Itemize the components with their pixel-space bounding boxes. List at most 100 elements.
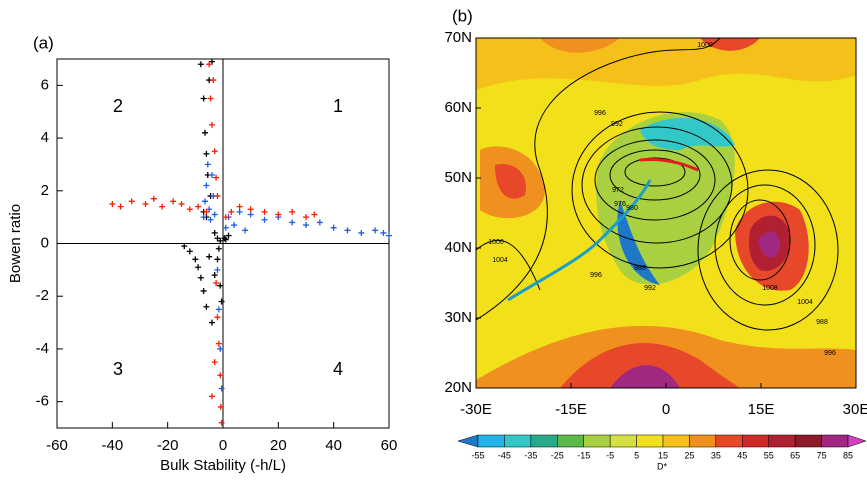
point [218,419,225,426]
point [200,287,207,294]
colorbar-tick-label: 85 [843,450,853,460]
point [386,232,392,239]
point [197,274,204,281]
x-tick-label: 40 [325,437,342,454]
x-tick-label: 30E [843,401,867,418]
point [203,208,210,215]
y-tick-label: -4 [36,340,49,357]
point [228,208,235,215]
colorbar-segment [636,434,664,448]
contour-label: 996 [594,110,606,117]
point [208,393,215,400]
point [218,385,225,392]
contour-label: 1008 [762,285,778,292]
point [311,211,318,218]
point [178,200,185,207]
point [344,227,351,234]
colorbar-segment [609,434,637,448]
point [247,211,254,218]
contour-label: 988 [816,319,828,326]
x-tick-label: -15E [555,401,587,418]
contour-label: 1000 [697,42,713,49]
point [215,340,222,347]
map-field [476,38,856,388]
x-tick-label: 60 [381,437,398,454]
point [195,264,202,271]
colorbar-tick-label: 65 [790,450,800,460]
point [247,206,254,213]
point [186,206,193,213]
point [142,200,149,207]
y-tick-label: -2 [36,287,49,304]
colorbar-segment [794,434,822,448]
point [261,216,268,223]
quadrant-label: 2 [113,96,123,116]
point [211,272,218,279]
contour-label: 1000 [488,239,504,246]
point [303,222,309,229]
colorbar-segment [477,434,505,448]
colorbar-segment [715,434,743,448]
x-axis-label: Bulk Stability (-h/L) [160,457,286,474]
point [236,203,243,210]
point [203,182,210,189]
colorbar-tick-label: 5 [634,450,639,460]
point [275,211,282,218]
y-tick-label: 40N [444,239,472,256]
point [203,303,210,310]
point [211,229,218,236]
x-tick-label: 15E [748,401,775,418]
colorbar-tick-label: 15 [658,450,668,460]
point [200,214,207,221]
point [117,203,124,210]
point [207,95,214,102]
colorbar-tick-label: -15 [577,450,590,460]
point [195,203,202,210]
point [206,253,213,260]
contour-label: 972 [612,187,624,194]
point [200,95,207,102]
point [159,203,166,210]
y-tick-label: 0 [41,234,49,251]
point [231,222,238,229]
colorbar-segment [662,434,690,448]
point [208,319,215,326]
point [217,282,224,289]
y-tick-label: 60N [444,99,472,116]
quadrant-label: 1 [333,96,343,116]
point [218,298,225,305]
colorbar-tick-label: 35 [711,450,721,460]
colorbar-end [847,434,867,448]
point [207,216,214,223]
point [217,345,224,352]
point [208,121,215,128]
point [380,229,387,236]
point [210,77,217,84]
point [170,198,177,205]
colorbar-tick-label: -45 [498,450,511,460]
contour-label: 996 [590,272,602,279]
point [213,174,220,181]
x-tick-label: -60 [46,437,68,454]
point [208,171,215,178]
point [303,214,309,221]
point [206,61,213,68]
point [222,236,229,243]
colorbar-tick-label: 45 [737,450,747,460]
quadrant-label: 4 [333,359,343,379]
point [186,248,193,255]
point [236,208,243,215]
point [203,150,210,157]
point [211,211,218,218]
colorbar-tick-label: 25 [684,450,694,460]
panel-title: (b) [452,6,473,25]
colorbar-segment [768,434,796,448]
panel-title: (a) [33,33,54,52]
contour-label: 976 [614,201,626,208]
y-tick-label: 70N [444,29,472,46]
contour-label: 980 [626,205,638,212]
point [242,227,249,234]
point [261,208,268,215]
colorbar-segment [583,434,611,448]
x-tick-label: -30E [460,401,492,418]
